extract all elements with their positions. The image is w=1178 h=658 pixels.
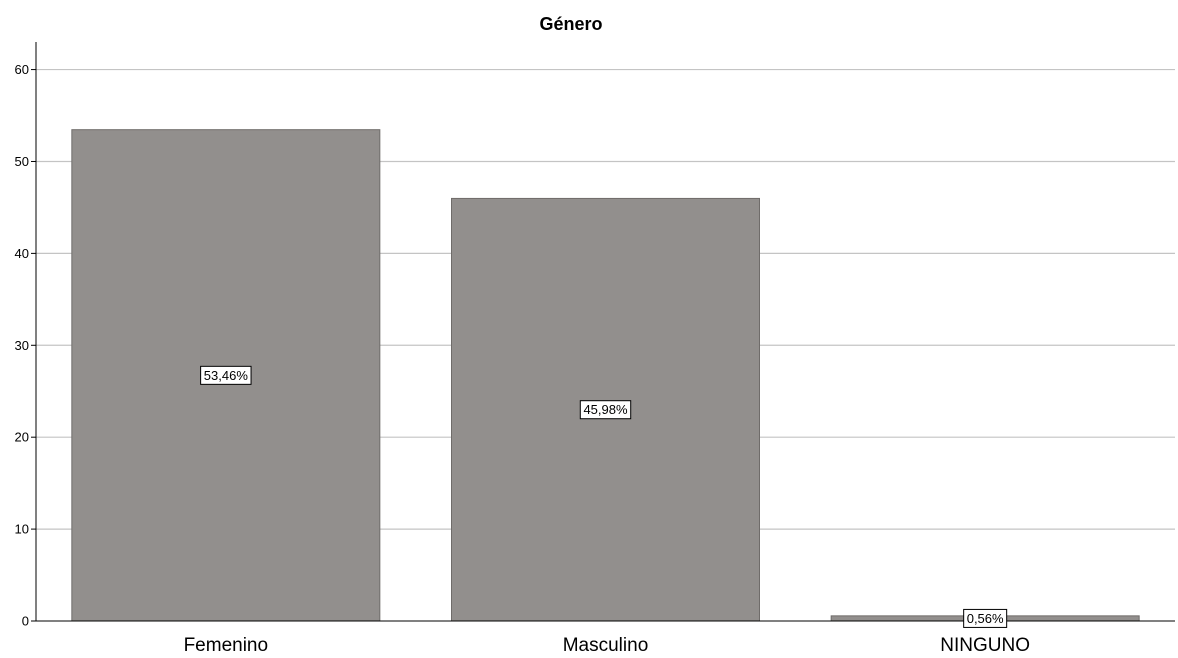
data-label: 0,56% xyxy=(963,608,1008,628)
y-tick-label: 10 xyxy=(15,522,29,537)
data-label-text: 0,56% xyxy=(967,611,1004,626)
y-tick-label: 50 xyxy=(15,154,29,169)
x-tick-label: Femenino xyxy=(184,635,269,656)
data-label-box xyxy=(579,400,632,420)
data-label: 45,98% xyxy=(579,400,632,420)
y-tick-label: 0 xyxy=(22,614,29,629)
data-label: 53,46% xyxy=(200,365,252,385)
data-label-box xyxy=(963,608,1008,628)
tick-labels: 0 10 20 30 40 50 60 Femenino Masculino NINGUNO xyxy=(15,62,1031,656)
x-tick-label: Masculino xyxy=(563,635,649,656)
x-tick-label: NINGUNO xyxy=(940,635,1030,656)
data-label-box xyxy=(200,365,252,385)
y-tick-label: 60 xyxy=(15,62,29,77)
chart-title: Género xyxy=(539,14,602,34)
y-tick-label: 30 xyxy=(15,338,29,353)
y-tick-label: 20 xyxy=(15,430,29,445)
y-tick-label: 40 xyxy=(15,246,29,261)
data-label-text: 45,98% xyxy=(583,402,628,417)
data-labels: 53,46% 45,98% 0,56% xyxy=(200,365,1008,628)
data-label-text: 53,46% xyxy=(204,368,249,383)
